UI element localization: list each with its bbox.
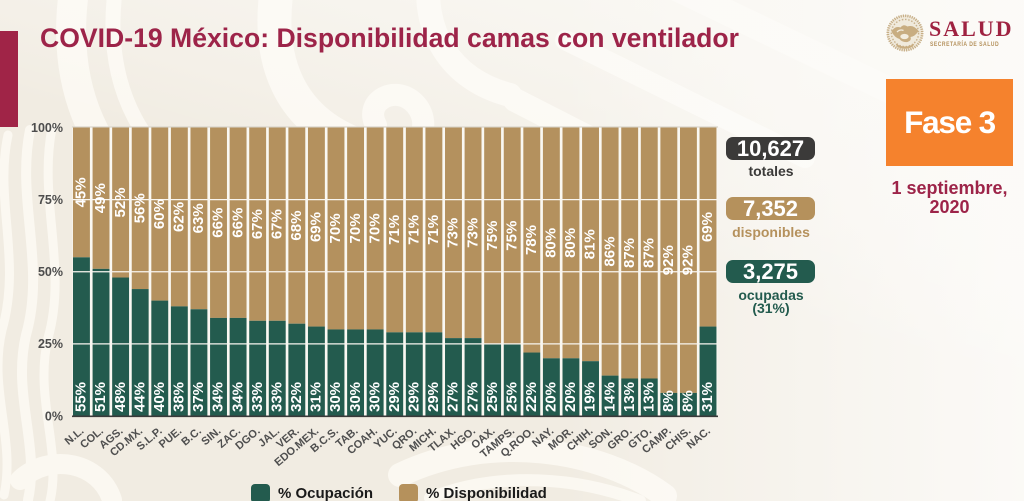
svg-text:70%: 70%	[366, 213, 383, 243]
svg-text:62%: 62%	[171, 202, 188, 232]
svg-text:51%: 51%	[92, 382, 109, 412]
svg-text:30%: 30%	[327, 382, 344, 412]
svg-text:68%: 68%	[288, 211, 305, 241]
svg-text:86%: 86%	[601, 237, 618, 267]
svg-text:14%: 14%	[601, 382, 618, 412]
svg-text:70%: 70%	[327, 213, 344, 243]
svg-text:63%: 63%	[190, 203, 207, 233]
svg-text:30%: 30%	[347, 382, 364, 412]
svg-text:52%: 52%	[112, 187, 129, 217]
svg-text:B.C.: B.C.	[179, 425, 204, 448]
svg-text:71%: 71%	[425, 215, 442, 245]
svg-text:20%: 20%	[543, 382, 560, 412]
svg-text:25%: 25%	[484, 382, 501, 412]
svg-text:69%: 69%	[308, 212, 325, 242]
svg-text:70%: 70%	[347, 213, 364, 243]
svg-text:71%: 71%	[406, 215, 423, 245]
svg-text:81%: 81%	[582, 229, 599, 259]
svg-text:45%: 45%	[73, 177, 90, 207]
svg-text:25%: 25%	[503, 382, 520, 412]
svg-text:44%: 44%	[131, 382, 148, 412]
svg-text:19%: 19%	[582, 382, 599, 412]
svg-text:25%: 25%	[38, 337, 63, 351]
svg-text:49%: 49%	[92, 183, 109, 213]
svg-text:29%: 29%	[386, 382, 403, 412]
svg-text:30%: 30%	[366, 382, 383, 412]
svg-text:73%: 73%	[464, 218, 481, 248]
svg-text:87%: 87%	[621, 238, 638, 268]
svg-text:37%: 37%	[190, 382, 207, 412]
svg-text:71%: 71%	[386, 215, 403, 245]
svg-text:31%: 31%	[308, 382, 325, 412]
svg-text:13%: 13%	[640, 382, 657, 412]
svg-text:55%: 55%	[73, 382, 90, 412]
svg-text:38%: 38%	[171, 382, 188, 412]
svg-text:31%: 31%	[699, 382, 716, 412]
svg-text:78%: 78%	[523, 225, 540, 255]
svg-text:13%: 13%	[621, 382, 638, 412]
svg-text:29%: 29%	[406, 382, 423, 412]
svg-text:33%: 33%	[268, 382, 285, 412]
svg-text:80%: 80%	[562, 228, 579, 258]
svg-text:0%: 0%	[45, 409, 63, 423]
svg-text:67%: 67%	[268, 209, 285, 239]
svg-text:48%: 48%	[112, 382, 129, 412]
svg-text:80%: 80%	[543, 228, 560, 258]
svg-text:20%: 20%	[562, 382, 579, 412]
svg-text:69%: 69%	[699, 212, 716, 242]
svg-text:34%: 34%	[210, 382, 227, 412]
svg-text:29%: 29%	[425, 382, 442, 412]
svg-text:100%: 100%	[31, 121, 63, 135]
svg-text:66%: 66%	[210, 208, 227, 238]
svg-text:40%: 40%	[151, 382, 168, 412]
svg-text:87%: 87%	[640, 238, 657, 268]
svg-text:66%: 66%	[229, 208, 246, 238]
svg-text:33%: 33%	[249, 382, 266, 412]
svg-text:75%: 75%	[484, 221, 501, 251]
svg-text:60%: 60%	[151, 199, 168, 229]
svg-text:27%: 27%	[464, 382, 481, 412]
svg-text:8%: 8%	[680, 390, 697, 412]
svg-text:75%: 75%	[503, 221, 520, 251]
svg-text:8%: 8%	[660, 390, 677, 412]
svg-text:75%: 75%	[38, 193, 63, 207]
svg-text:92%: 92%	[660, 245, 677, 275]
svg-text:92%: 92%	[680, 245, 697, 275]
svg-text:34%: 34%	[229, 382, 246, 412]
svg-text:32%: 32%	[288, 382, 305, 412]
svg-text:73%: 73%	[445, 218, 462, 248]
svg-text:50%: 50%	[38, 265, 63, 279]
svg-text:67%: 67%	[249, 209, 266, 239]
svg-text:56%: 56%	[131, 193, 148, 223]
svg-text:27%: 27%	[445, 382, 462, 412]
svg-text:22%: 22%	[523, 382, 540, 412]
